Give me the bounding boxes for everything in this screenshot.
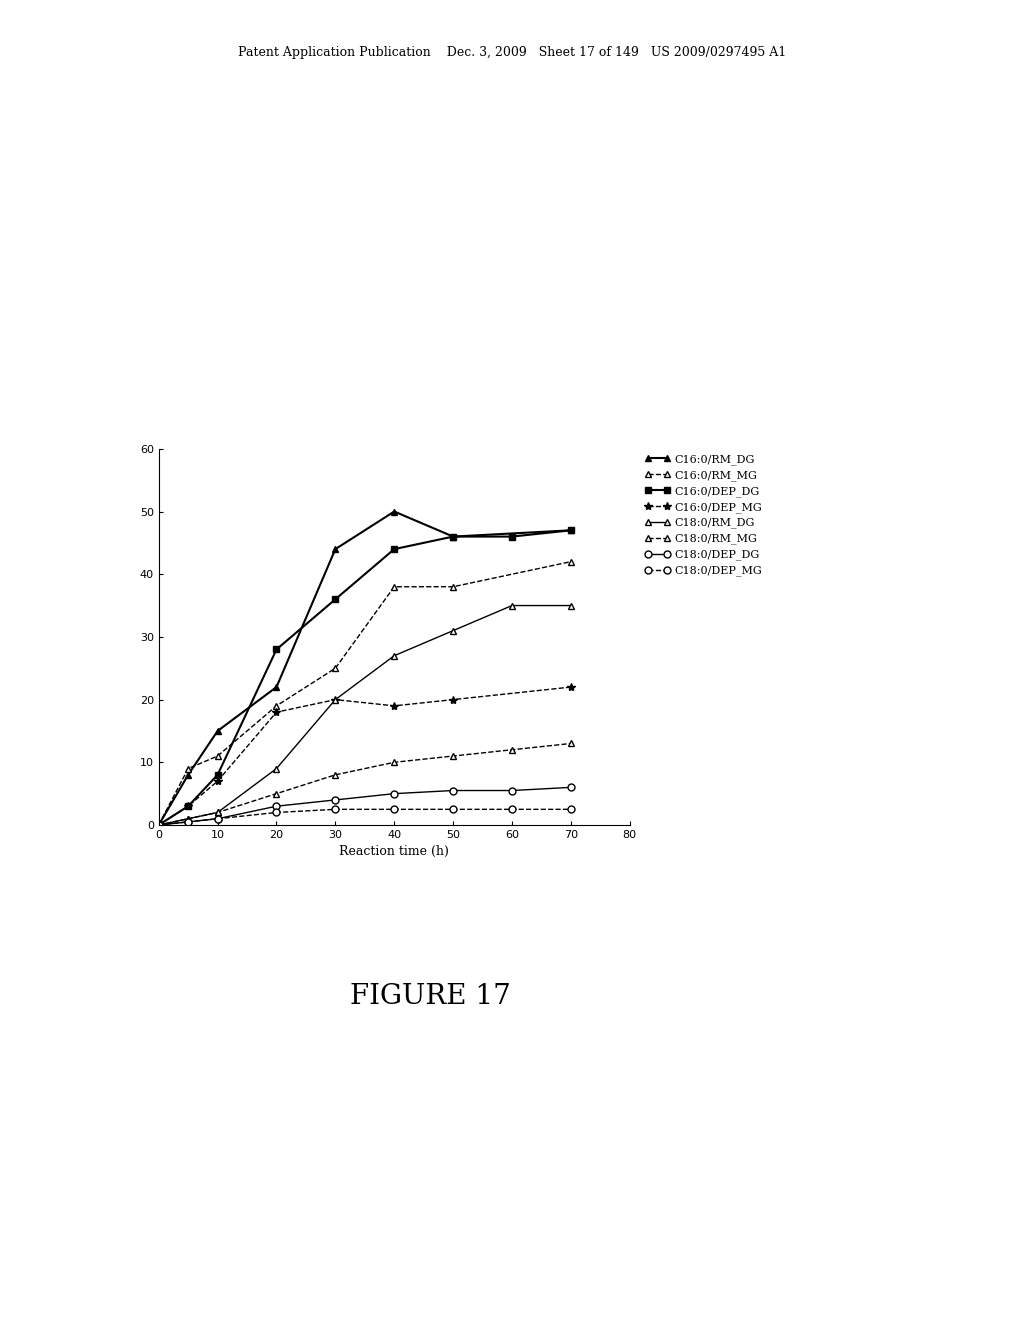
C18:0/DEP_DG	[565, 779, 578, 795]
C16:0/RM_DG	[388, 503, 400, 519]
C16:0/RM_MG	[330, 660, 342, 676]
C18:0/DEP_MG	[330, 801, 342, 817]
C18:0/DEP_MG	[182, 814, 195, 830]
C16:0/DEP_DG	[182, 799, 195, 814]
C16:0/DEP_DG	[270, 642, 283, 657]
C18:0/RM_DG	[388, 648, 400, 664]
C18:0/DEP_MG	[446, 801, 459, 817]
C16:0/DEP_MG	[153, 817, 165, 833]
C18:0/RM_DG	[270, 760, 283, 776]
C18:0/DEP_DG	[446, 783, 459, 799]
C18:0/RM_DG	[330, 692, 342, 708]
Line: C18:0/DEP_MG: C18:0/DEP_MG	[156, 805, 574, 829]
C16:0/DEP_DG	[153, 817, 165, 833]
C16:0/RM_DG	[211, 723, 223, 739]
C16:0/RM_DG	[446, 529, 459, 545]
C18:0/RM_MG	[388, 754, 400, 770]
C16:0/RM_DG	[153, 817, 165, 833]
C18:0/RM_MG	[211, 804, 223, 820]
C18:0/RM_MG	[506, 742, 518, 758]
C18:0/RM_DG	[211, 804, 223, 820]
C18:0/RM_DG	[182, 810, 195, 826]
C16:0/DEP_DG	[446, 529, 459, 545]
C18:0/DEP_MG	[153, 817, 165, 833]
C18:0/RM_MG	[153, 817, 165, 833]
C16:0/DEP_DG	[211, 767, 223, 783]
C16:0/DEP_DG	[565, 523, 578, 539]
C18:0/DEP_MG	[565, 801, 578, 817]
C16:0/RM_DG	[182, 767, 195, 783]
C16:0/DEP_DG	[506, 529, 518, 545]
C16:0/DEP_DG	[330, 591, 342, 607]
C16:0/RM_MG	[153, 817, 165, 833]
C16:0/DEP_MG	[270, 705, 283, 721]
C18:0/DEP_DG	[330, 792, 342, 808]
C18:0/RM_MG	[270, 785, 283, 801]
C16:0/DEP_MG	[182, 799, 195, 814]
C18:0/RM_MG	[182, 810, 195, 826]
C18:0/DEP_MG	[270, 804, 283, 820]
C18:0/RM_MG	[446, 748, 459, 764]
C16:0/RM_DG	[565, 523, 578, 539]
C18:0/DEP_DG	[388, 785, 400, 801]
C16:0/RM_MG	[446, 578, 459, 594]
C18:0/DEP_MG	[388, 801, 400, 817]
Text: Patent Application Publication    Dec. 3, 2009   Sheet 17 of 149   US 2009/02974: Patent Application Publication Dec. 3, 2…	[238, 46, 786, 59]
C18:0/DEP_DG	[506, 783, 518, 799]
C18:0/RM_DG	[446, 623, 459, 639]
C16:0/RM_DG	[270, 678, 283, 694]
C16:0/DEP_DG	[388, 541, 400, 557]
Line: C18:0/RM_MG: C18:0/RM_MG	[156, 741, 574, 829]
C16:0/RM_MG	[270, 698, 283, 714]
C18:0/DEP_DG	[182, 814, 195, 830]
C16:0/RM_DG	[330, 541, 342, 557]
C16:0/RM_MG	[388, 578, 400, 594]
Line: C18:0/DEP_DG: C18:0/DEP_DG	[156, 784, 574, 829]
Line: C16:0/DEP_MG: C16:0/DEP_MG	[155, 682, 575, 829]
C18:0/DEP_DG	[270, 799, 283, 814]
Line: C16:0/RM_DG: C16:0/RM_DG	[156, 508, 574, 829]
C18:0/RM_DG	[565, 598, 578, 614]
C18:0/DEP_DG	[211, 810, 223, 826]
Line: C18:0/RM_DG: C18:0/RM_DG	[156, 602, 574, 829]
C16:0/DEP_MG	[388, 698, 400, 714]
C18:0/RM_DG	[506, 598, 518, 614]
Line: C16:0/RM_MG: C16:0/RM_MG	[156, 558, 574, 829]
C16:0/DEP_MG	[565, 678, 578, 694]
C18:0/RM_MG	[565, 735, 578, 751]
C16:0/DEP_MG	[330, 692, 342, 708]
Line: C16:0/DEP_DG: C16:0/DEP_DG	[156, 527, 574, 829]
C18:0/RM_DG	[153, 817, 165, 833]
C16:0/DEP_MG	[446, 692, 459, 708]
C16:0/RM_MG	[565, 554, 578, 570]
C18:0/DEP_DG	[153, 817, 165, 833]
X-axis label: Reaction time (h): Reaction time (h)	[339, 845, 450, 858]
C18:0/DEP_MG	[506, 801, 518, 817]
C16:0/RM_MG	[211, 748, 223, 764]
C16:0/DEP_MG	[211, 774, 223, 789]
C18:0/RM_MG	[330, 767, 342, 783]
C16:0/RM_MG	[182, 760, 195, 776]
Text: FIGURE 17: FIGURE 17	[349, 983, 511, 1010]
C18:0/DEP_MG	[211, 810, 223, 826]
Legend: C16:0/RM_DG, C16:0/RM_MG, C16:0/DEP_DG, C16:0/DEP_MG, C18:0/RM_DG, C18:0/RM_MG, : C16:0/RM_DG, C16:0/RM_MG, C16:0/DEP_DG, …	[644, 454, 762, 577]
